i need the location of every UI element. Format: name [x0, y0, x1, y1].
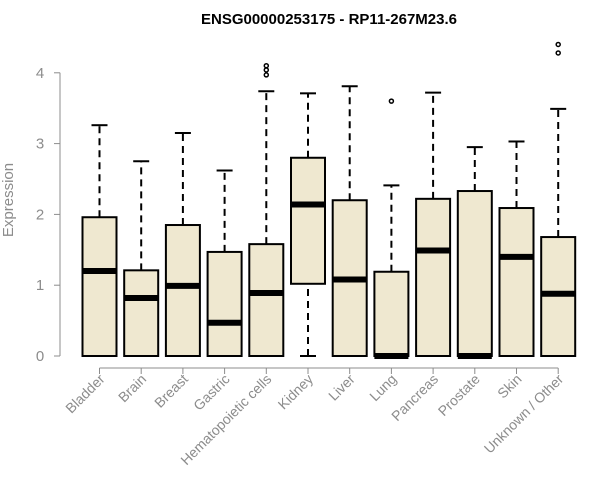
box-skin — [498, 140, 535, 357]
box-lung — [373, 98, 410, 359]
outlier-point — [555, 50, 561, 56]
box-breast — [164, 131, 201, 357]
iqr-box — [206, 250, 243, 357]
box-series — [81, 41, 577, 359]
x-tick-label: Brain — [115, 371, 149, 405]
outlier-point — [263, 67, 270, 73]
y-tick-label: 2 — [36, 206, 44, 223]
box-hematopoietic-cells — [248, 62, 285, 357]
box-pancreas — [415, 91, 452, 357]
iqr-box — [373, 270, 410, 357]
iqr-box — [81, 216, 118, 357]
y-tick-label: 1 — [36, 277, 44, 294]
box-prostate — [456, 146, 493, 359]
x-tick-label: Breast — [151, 371, 191, 411]
chart-title: ENSG00000253175 - RP11-267M23.6 — [201, 11, 457, 28]
x-tick-label: Kidney — [275, 371, 317, 413]
x-tick-label: Bladder — [62, 371, 108, 417]
outlier-point — [263, 72, 270, 78]
y-tick-label: 0 — [36, 348, 44, 365]
outlier-point — [388, 98, 395, 104]
box-bladder — [81, 124, 118, 357]
box-gastric — [206, 169, 243, 357]
iqr-box — [164, 224, 201, 357]
y-tick-label: 3 — [36, 136, 44, 153]
box-kidney — [290, 92, 326, 357]
box-liver — [331, 85, 368, 357]
iqr-box — [415, 197, 452, 357]
x-tick-label: Lung — [366, 371, 399, 404]
iqr-box — [456, 190, 493, 357]
x-tick-label: Skin — [494, 371, 525, 402]
y-axis: 0 1 2 3 4 — [36, 65, 61, 365]
box-brain — [123, 160, 160, 357]
y-axis-label: Expression — [0, 163, 17, 237]
iqr-box — [290, 156, 326, 285]
iqr-box — [498, 207, 535, 357]
x-tick-label: Liver — [325, 371, 358, 404]
outlier-point — [263, 62, 270, 69]
iqr-box — [248, 243, 285, 357]
y-tick-label: 4 — [36, 65, 44, 82]
box-unknown-other — [540, 41, 577, 357]
outlier-point — [555, 41, 561, 48]
x-tick-label: Unknown / Other — [481, 371, 567, 457]
iqr-box — [123, 269, 160, 357]
x-tick-label: Prostate — [435, 371, 483, 419]
